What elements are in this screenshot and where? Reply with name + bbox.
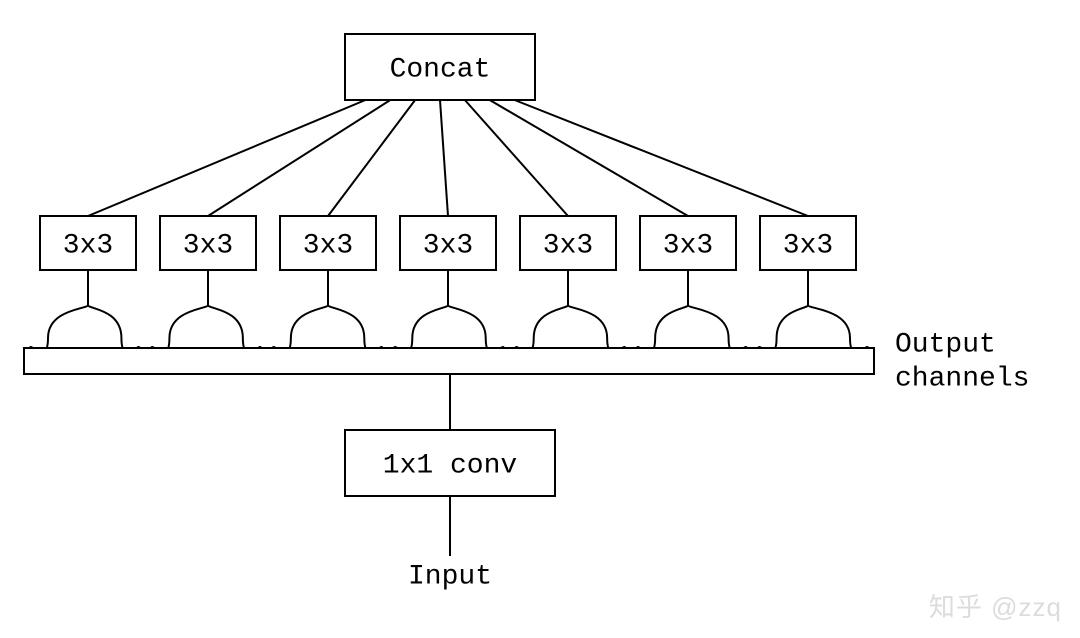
- conv3x3-node-5: 3x3: [640, 216, 736, 270]
- conv3x3-node-2: 3x3: [280, 216, 376, 270]
- brace-conv0-channels: [30, 270, 139, 352]
- conv3x3-label-0: 3x3: [63, 230, 113, 261]
- watermark: 知乎 @zzq: [929, 587, 1062, 624]
- conv3x3-label-5: 3x3: [663, 230, 713, 261]
- conv3x3-node-3: 3x3: [400, 216, 496, 270]
- input-label: Input: [408, 561, 492, 592]
- brace-conv3-channels: [394, 270, 503, 352]
- edge-conv6-concat: [515, 100, 808, 216]
- conv1x1-node: 1x1 conv: [345, 430, 555, 496]
- diagram-canvas: Concat 3x3 3x3 3x3 3x3 3x3 3x3 3x3 Outpu…: [0, 0, 1080, 638]
- conv3x3-label-2: 3x3: [303, 230, 353, 261]
- conv3x3-node-4: 3x3: [520, 216, 616, 270]
- brace-conv5-channels: [637, 270, 746, 352]
- conv3x3-node-6: 3x3: [760, 216, 856, 270]
- brace-conv1-channels: [151, 270, 260, 352]
- edge-conv3-concat: [440, 100, 448, 216]
- output-channels-label-line1: Output: [895, 329, 996, 360]
- conv3x3-label-1: 3x3: [183, 230, 233, 261]
- conv3x3-node-1: 3x3: [160, 216, 256, 270]
- conv3x3-node-0: 3x3: [40, 216, 136, 270]
- output-channels-label-line2: channels: [895, 363, 1029, 394]
- edge-conv1-concat: [208, 100, 390, 216]
- conv3x3-label-4: 3x3: [543, 230, 593, 261]
- brace-conv4-channels: [516, 270, 625, 352]
- edge-conv5-concat: [490, 100, 688, 216]
- conv3x3-label-3: 3x3: [423, 230, 473, 261]
- brace-conv6-channels: [759, 270, 868, 352]
- conv3x3-label-6: 3x3: [783, 230, 833, 261]
- concat-label: Concat: [390, 54, 491, 85]
- output-channels-bar: [24, 348, 874, 374]
- brace-conv2-channels: [273, 270, 382, 352]
- edge-conv0-concat: [88, 100, 365, 216]
- concat-node: Concat: [345, 34, 535, 100]
- edge-conv2-concat: [328, 100, 415, 216]
- conv1x1-label: 1x1 conv: [383, 450, 517, 481]
- edge-conv4-concat: [465, 100, 568, 216]
